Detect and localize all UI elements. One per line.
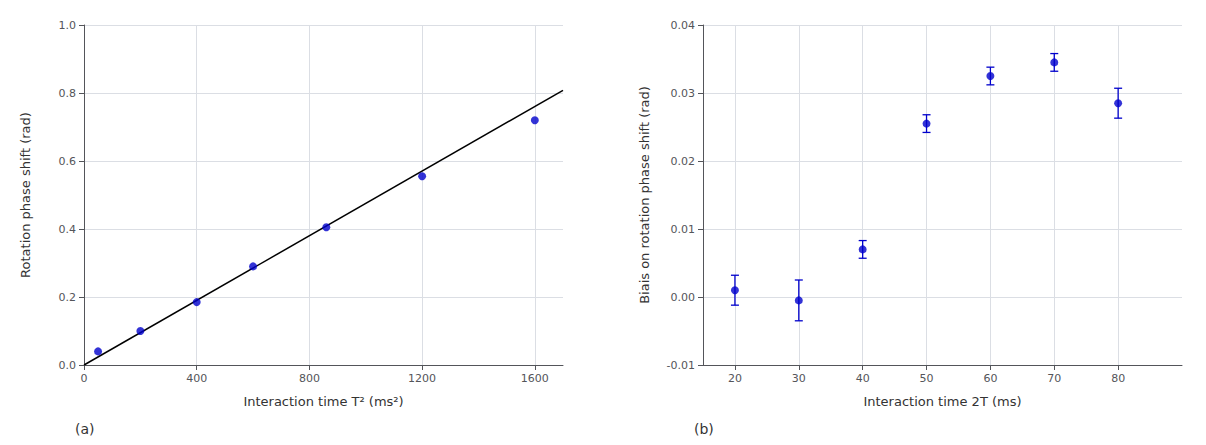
svg-text:0.04: 0.04 [671,19,696,32]
svg-text:0.4: 0.4 [59,223,77,236]
svg-text:1600: 1600 [521,372,549,385]
svg-text:50: 50 [920,372,934,385]
svg-text:80: 80 [1111,372,1125,385]
svg-text:0.8: 0.8 [59,87,77,100]
svg-text:20: 20 [728,372,742,385]
svg-text:30: 30 [792,372,806,385]
svg-text:400: 400 [186,372,207,385]
svg-text:0.03: 0.03 [671,87,696,100]
svg-text:0: 0 [81,372,88,385]
svg-text:-0.01: -0.01 [667,359,695,372]
svg-text:Biais on rotation phase shift: Biais on rotation phase shift (rad) [637,86,652,304]
svg-text:60: 60 [983,372,997,385]
svg-text:Interaction time T² (ms²): Interaction time T² (ms²) [243,394,403,409]
svg-text:40: 40 [856,372,870,385]
svg-text:Rotation phase shift (rad): Rotation phase shift (rad) [18,112,33,278]
svg-text:Interaction time 2T (ms): Interaction time 2T (ms) [863,394,1021,409]
svg-text:0.0: 0.0 [59,359,77,372]
svg-text:1.0: 1.0 [59,19,77,32]
svg-text:0.01: 0.01 [671,223,696,236]
svg-text:70: 70 [1047,372,1061,385]
svg-text:0.00: 0.00 [671,291,696,304]
svg-text:(a): (a) [75,421,95,437]
svg-text:0.6: 0.6 [59,155,77,168]
svg-text:(b): (b) [694,421,714,437]
svg-text:800: 800 [299,372,320,385]
svg-text:1200: 1200 [408,372,436,385]
svg-text:0.02: 0.02 [671,155,696,168]
svg-text:0.2: 0.2 [59,291,77,304]
